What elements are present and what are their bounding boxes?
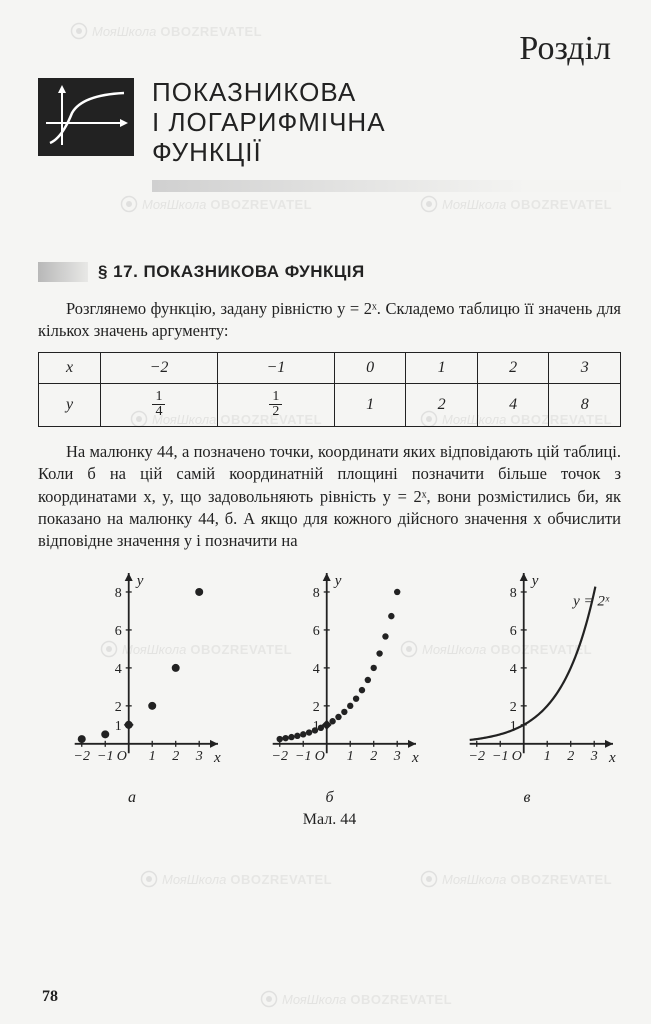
title-line-2: І ЛОГАРИФМІЧНА bbox=[152, 108, 386, 138]
table-cell: 2 bbox=[477, 353, 549, 384]
table-cell: 3 bbox=[549, 353, 621, 384]
svg-text:8: 8 bbox=[312, 586, 319, 601]
chart-a-container: −2−112324681xyO а bbox=[38, 563, 226, 807]
chart-b: −2−112324681xyO bbox=[236, 563, 424, 783]
table-cell: 1 bbox=[406, 353, 478, 384]
table-cell: 4 bbox=[477, 384, 549, 427]
title-line-1: ПОКАЗНИКОВА bbox=[152, 78, 386, 108]
svg-text:6: 6 bbox=[115, 623, 122, 638]
svg-text:O: O bbox=[117, 748, 127, 763]
watermark: МояШкола OBOZREVATEL bbox=[420, 870, 612, 888]
chapter-title: ПОКАЗНИКОВА І ЛОГАРИФМІЧНА ФУНКЦІЇ bbox=[152, 78, 386, 168]
table-cell: 0 bbox=[334, 353, 406, 384]
svg-text:4: 4 bbox=[510, 661, 517, 676]
svg-text:2: 2 bbox=[312, 699, 319, 714]
table-cell: 8 bbox=[549, 384, 621, 427]
intro-paragraph: Розглянемо функцію, задану рівністю y = … bbox=[38, 298, 621, 343]
svg-text:6: 6 bbox=[510, 623, 517, 638]
svg-text:8: 8 bbox=[510, 586, 517, 601]
chart-c: −2−112324681xyOy = 2ˣ bbox=[433, 563, 621, 783]
svg-text:−2: −2 bbox=[74, 748, 90, 763]
svg-text:x: x bbox=[608, 749, 616, 765]
chart-a-label: а bbox=[128, 789, 136, 807]
table-header-y: y bbox=[39, 384, 101, 427]
svg-text:1: 1 bbox=[544, 748, 551, 763]
svg-text:1: 1 bbox=[149, 748, 156, 763]
svg-text:2: 2 bbox=[172, 748, 179, 763]
svg-text:−2: −2 bbox=[271, 748, 287, 763]
table-cell: 12 bbox=[217, 384, 334, 427]
svg-text:3: 3 bbox=[590, 748, 598, 763]
svg-text:−1: −1 bbox=[97, 748, 113, 763]
svg-text:−2: −2 bbox=[469, 748, 485, 763]
table-header-x: x bbox=[39, 353, 101, 384]
chapter-header: ПОКАЗНИКОВА І ЛОГАРИФМІЧНА ФУНКЦІЇ bbox=[38, 78, 621, 168]
svg-text:x: x bbox=[411, 749, 419, 765]
graph-icon bbox=[38, 78, 134, 156]
section-header: § 17. ПОКАЗНИКОВА ФУНКЦІЯ bbox=[38, 262, 621, 282]
chart-c-container: −2−112324681xyOy = 2ˣ в bbox=[433, 563, 621, 807]
title-line-3: ФУНКЦІЇ bbox=[152, 138, 386, 168]
chart-b-container: −2−112324681xyO б bbox=[236, 563, 424, 807]
chart-a: −2−112324681xyO bbox=[38, 563, 226, 783]
svg-text:O: O bbox=[314, 748, 324, 763]
table-cell: 1 bbox=[334, 384, 406, 427]
table-cell: −1 bbox=[217, 353, 334, 384]
chart-b-label: б bbox=[325, 789, 333, 807]
svg-text:6: 6 bbox=[312, 623, 319, 638]
svg-text:−1: −1 bbox=[295, 748, 311, 763]
svg-text:−1: −1 bbox=[492, 748, 508, 763]
svg-text:2: 2 bbox=[510, 699, 517, 714]
svg-text:x: x bbox=[213, 749, 221, 765]
figure-caption: Мал. 44 bbox=[38, 811, 621, 829]
svg-text:y: y bbox=[530, 573, 539, 589]
page-number: 78 bbox=[42, 988, 58, 1006]
watermark: МояШкола OBOZREVATEL bbox=[140, 870, 332, 888]
chapter-label: Розділ bbox=[38, 30, 621, 68]
svg-text:O: O bbox=[512, 748, 522, 763]
svg-text:8: 8 bbox=[115, 586, 122, 601]
table-cell: 2 bbox=[406, 384, 478, 427]
svg-text:1: 1 bbox=[115, 718, 122, 733]
section-title: § 17. ПОКАЗНИКОВА ФУНКЦІЯ bbox=[98, 262, 365, 282]
values-table: x −2 −1 0 1 2 3 y 14121248 bbox=[38, 352, 621, 427]
svg-text:4: 4 bbox=[312, 661, 319, 676]
svg-text:3: 3 bbox=[195, 748, 203, 763]
watermark: МояШкола OBOZREVATEL bbox=[260, 990, 452, 1008]
table-row-x: x −2 −1 0 1 2 3 bbox=[39, 353, 621, 384]
body-paragraph: На малюнку 44, а позначено точки, коорди… bbox=[38, 441, 621, 552]
svg-text:2: 2 bbox=[115, 699, 122, 714]
svg-text:y: y bbox=[135, 573, 144, 589]
section-marker bbox=[38, 262, 88, 282]
charts-row: −2−112324681xyO а −2−112324681xyO б −2−1… bbox=[38, 563, 621, 807]
table-cell: −2 bbox=[101, 353, 218, 384]
svg-text:2: 2 bbox=[567, 748, 574, 763]
chart-c-label: в bbox=[524, 789, 531, 807]
title-underline bbox=[152, 180, 621, 192]
svg-text:4: 4 bbox=[115, 661, 122, 676]
table-cell: 14 bbox=[101, 384, 218, 427]
table-row-y: y 14121248 bbox=[39, 384, 621, 427]
svg-text:3: 3 bbox=[392, 748, 400, 763]
svg-text:y: y bbox=[332, 573, 341, 589]
svg-text:1: 1 bbox=[346, 748, 353, 763]
svg-text:2: 2 bbox=[370, 748, 377, 763]
